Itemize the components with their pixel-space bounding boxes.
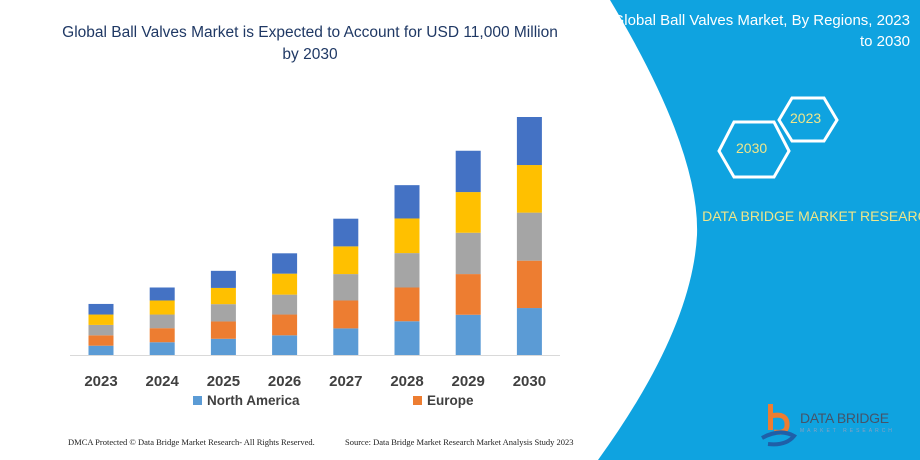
stacked-bar-chart: 2023 2024 2025 2026 2027 2028 2029 2030 North Am… (70, 117, 560, 408)
chart-title: Global Ball Valves Market is Expected to… (62, 24, 558, 63)
bar-segment-2023-europe (88, 335, 114, 346)
bar-segment-2025-series-5 (210, 270, 236, 288)
bar-segment-2030-europe (516, 260, 542, 309)
bar-segment-2025-series-4 (210, 287, 236, 305)
bar-segment-2024-series-3 (149, 314, 175, 329)
bar-segment-2027-north-america (333, 328, 359, 355)
bar-segment-2026-series-3 (272, 294, 298, 315)
bar-segment-2025-series-3 (210, 304, 236, 322)
hexagon-2030 (717, 120, 791, 179)
source-text: Source: Data Bridge Market Research Mark… (345, 437, 574, 447)
legend-label: North America (207, 393, 300, 408)
bar-segment-2030-series-3 (516, 212, 542, 261)
bar-segment-2030-north-america (516, 308, 542, 355)
bar-segment-2027-europe (333, 300, 359, 329)
x-tick-label: 2026 (268, 373, 301, 390)
x-tick-label: 2023 (84, 373, 117, 390)
bar-segment-2028-series-3 (394, 253, 420, 288)
bar-segment-2023-series-3 (88, 324, 114, 336)
hexagon-2023 (777, 96, 839, 143)
side-panel (598, 0, 920, 460)
side-panel-title: Global Ball Valves Market, By Regions, 2… (612, 12, 910, 50)
bar-segment-2026-north-america (272, 335, 298, 355)
hex-label-2030: 2030 (736, 140, 768, 156)
bar-segment-2024-series-5 (149, 287, 175, 301)
copyright-text: DMCA Protected © Data Bridge Market Rese… (68, 437, 315, 447)
bar-segment-2026-series-4 (272, 273, 298, 295)
x-tick-label: 2029 (452, 373, 485, 390)
bar-segment-2028-series-4 (394, 218, 420, 254)
bar-segment-2029-series-4 (455, 192, 481, 233)
bar-segment-2027-series-4 (333, 246, 359, 275)
bar-segment-2027-series-5 (333, 218, 359, 247)
bar-segment-2028-north-america (394, 321, 420, 355)
bar-segment-2029-north-america (455, 314, 481, 355)
bar-segment-2023-series-4 (88, 314, 114, 325)
x-tick-label: 2030 (513, 373, 546, 390)
x-tick-label: 2027 (329, 373, 362, 390)
bar-segment-2026-series-5 (272, 253, 298, 274)
bar-segment-2023-series-5 (88, 303, 114, 315)
bar-segment-2029-series-5 (455, 150, 481, 193)
bar-segment-2030-series-5 (516, 117, 542, 166)
bar-segment-2025-europe (210, 321, 236, 339)
legend-label: Europe (427, 393, 474, 408)
bar-segment-2029-europe (455, 274, 481, 315)
bar-segment-2027-series-3 (333, 274, 359, 301)
brand-text: DATA BRIDGE MARKET RESEARCH (702, 208, 920, 224)
bar-segment-2026-europe (272, 314, 298, 336)
x-tick-label: 2024 (146, 373, 180, 390)
legend-swatch-north-america (193, 396, 202, 405)
bar-segment-2024-europe (149, 328, 175, 343)
bar-segment-2023-north-america (88, 345, 114, 355)
legend-swatch-europe (413, 396, 422, 405)
x-tick-label: 2025 (207, 373, 240, 390)
bar-segment-2030-series-4 (516, 165, 542, 213)
data-bridge-logo-icon (761, 404, 798, 447)
bar-segment-2028-europe (394, 287, 420, 322)
bar-segment-2029-series-3 (455, 232, 481, 275)
bar-segment-2024-series-4 (149, 300, 175, 315)
hex-label-2023: 2023 (790, 110, 822, 126)
logo-subtext: MARKET RESEARCH (800, 428, 895, 434)
bar-segment-2028-series-5 (394, 185, 420, 219)
logo-text: DATA BRIDGE (800, 410, 889, 426)
bar-segment-2024-north-america (149, 342, 175, 355)
bar-segment-2025-north-america (210, 338, 236, 355)
x-tick-label: 2028 (390, 373, 423, 390)
